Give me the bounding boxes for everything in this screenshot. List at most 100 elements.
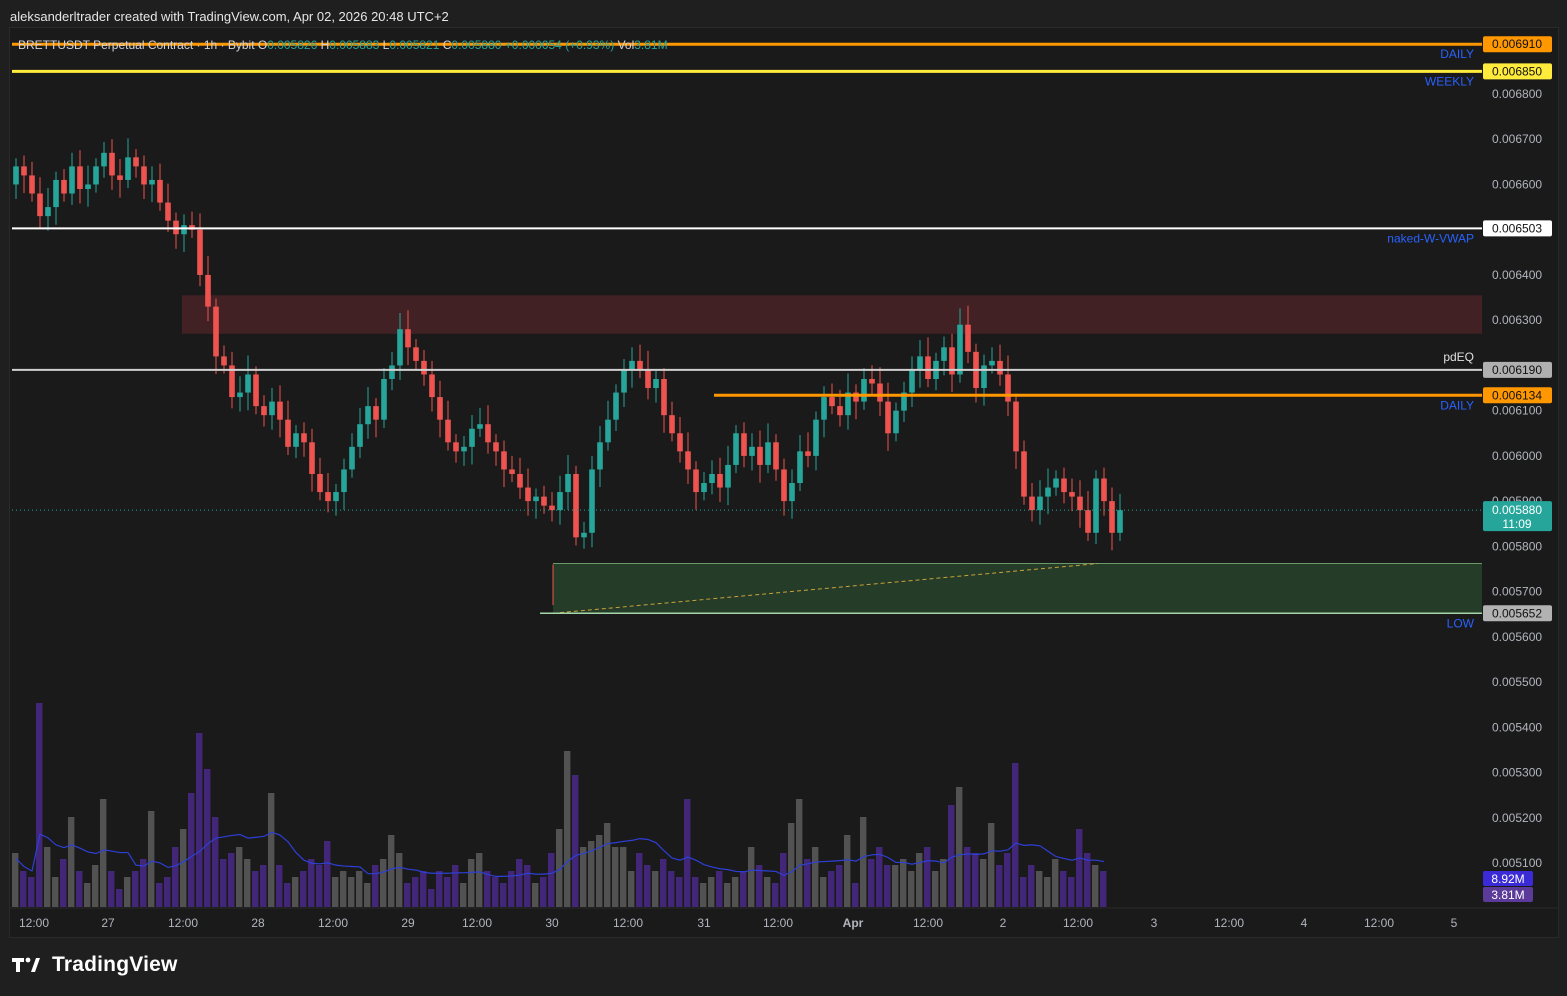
time-tick: 31: [697, 916, 711, 930]
candle-body: [461, 446, 467, 452]
level-label-pdeq: pdEQ: [1443, 350, 1474, 364]
candle-body: [829, 397, 835, 407]
tradingview-brand: TradingView: [52, 953, 178, 976]
candle-body: [925, 356, 931, 379]
candle-body: [157, 179, 163, 203]
candle-body: [93, 166, 99, 185]
volume-bar: [900, 859, 907, 907]
candle-body: [725, 464, 731, 488]
volume-bar: [204, 769, 211, 907]
candle-body: [1069, 492, 1075, 497]
candle-body: [85, 184, 91, 189]
price-tick: 0.005400: [1492, 720, 1542, 734]
level-label-daily: DAILY: [1440, 47, 1474, 61]
volume-bar: [236, 847, 243, 907]
candle-body: [381, 378, 387, 420]
volume-bar: [940, 859, 947, 907]
volume-bar: [372, 865, 379, 907]
volume-bar: [212, 817, 219, 907]
attribution-header: aleksanderltrader created with TradingVi…: [10, 9, 449, 24]
volume-bar: [476, 853, 483, 907]
volume-bar: [860, 817, 867, 907]
volume-bar: [540, 877, 547, 907]
price-tick: 0.006300: [1492, 313, 1542, 327]
price-tick: 0.005800: [1492, 539, 1542, 553]
candle-body: [261, 406, 267, 416]
candle-body: [69, 166, 75, 194]
chart-pane[interactable]: DAILY 0.006910 WEEKLY 0.006850 naked-W-VWAP 0…: [9, 27, 1559, 938]
candle-body: [789, 483, 795, 502]
volume-bar: [764, 877, 771, 907]
candle-body: [221, 356, 227, 366]
level-label-low: LOW: [1447, 616, 1475, 630]
candle-body: [597, 442, 603, 470]
time-tick: 12:00: [763, 916, 793, 930]
volume-bar: [188, 793, 195, 907]
price-tick: 0.005700: [1492, 585, 1542, 599]
tradingview-logo[interactable]: TradingView: [12, 953, 178, 977]
candle-body: [757, 446, 763, 465]
volume-bar: [436, 871, 443, 907]
candle-body: [45, 207, 51, 217]
candle-body: [709, 473, 715, 484]
candle-body: [701, 483, 707, 493]
candle-body: [309, 442, 315, 474]
volume-bar: [292, 877, 299, 907]
candle-body: [605, 419, 611, 443]
time-tick: 12:00: [318, 916, 348, 930]
volume-bar: [700, 883, 707, 907]
volume-bar: [948, 805, 955, 907]
time-tick: 12:00: [168, 916, 198, 930]
volume-bar: [276, 865, 283, 907]
time-tick: 30: [545, 916, 559, 930]
price-badge: [1483, 387, 1552, 404]
volume-bar: [36, 703, 43, 907]
volume-bar: [532, 883, 539, 907]
candle-body: [525, 487, 531, 502]
volume-bar: [836, 865, 843, 907]
time-tick: 3: [1151, 916, 1158, 930]
volume-bar: [444, 877, 451, 907]
candle-body: [1045, 487, 1051, 497]
time-tick: 12:00: [613, 916, 643, 930]
demand-zone: [553, 563, 1482, 614]
candle-body: [941, 347, 947, 361]
candle-body: [629, 360, 635, 370]
volume-bar: [828, 871, 835, 907]
candle-body: [845, 392, 851, 416]
candle-body: [869, 378, 875, 384]
candle-body: [765, 442, 771, 465]
candle-body: [837, 406, 843, 416]
volume-bar: [724, 883, 731, 907]
candle-body: [949, 347, 955, 375]
candle-body: [981, 365, 987, 389]
volume-bar: [484, 871, 491, 907]
volume-bar: [156, 883, 163, 907]
candle-body: [1005, 374, 1011, 402]
candle-body: [533, 496, 539, 502]
candle-body: [397, 329, 403, 366]
candlestick-chart[interactable]: DAILY 0.006910 WEEKLY 0.006850 naked-W-VWAP 0…: [10, 28, 1558, 937]
candle-body: [965, 324, 971, 352]
price-tick: 0.006400: [1492, 268, 1542, 282]
candle-body: [637, 360, 643, 370]
candle-body: [997, 360, 1003, 375]
volume-bar: [1004, 853, 1011, 907]
price-badge-text: 0.006134: [1492, 388, 1542, 402]
price-tick: 0.005300: [1492, 766, 1542, 780]
candle-body: [285, 419, 291, 447]
time-tick: 2: [1000, 916, 1007, 930]
volume-bar: [348, 877, 355, 907]
candle-body: [1077, 496, 1083, 511]
volume-bar: [820, 877, 827, 907]
candle-body: [589, 469, 595, 533]
candle-body: [165, 202, 171, 221]
volume-bar: [1044, 877, 1051, 907]
volume-bar: [196, 733, 203, 907]
volume-bar: [108, 871, 115, 907]
candle-body: [717, 473, 723, 488]
time-tick: 5: [1451, 916, 1458, 930]
volume-bar: [404, 883, 411, 907]
time-tick: 12:00: [1063, 916, 1093, 930]
candle-body: [101, 152, 107, 167]
